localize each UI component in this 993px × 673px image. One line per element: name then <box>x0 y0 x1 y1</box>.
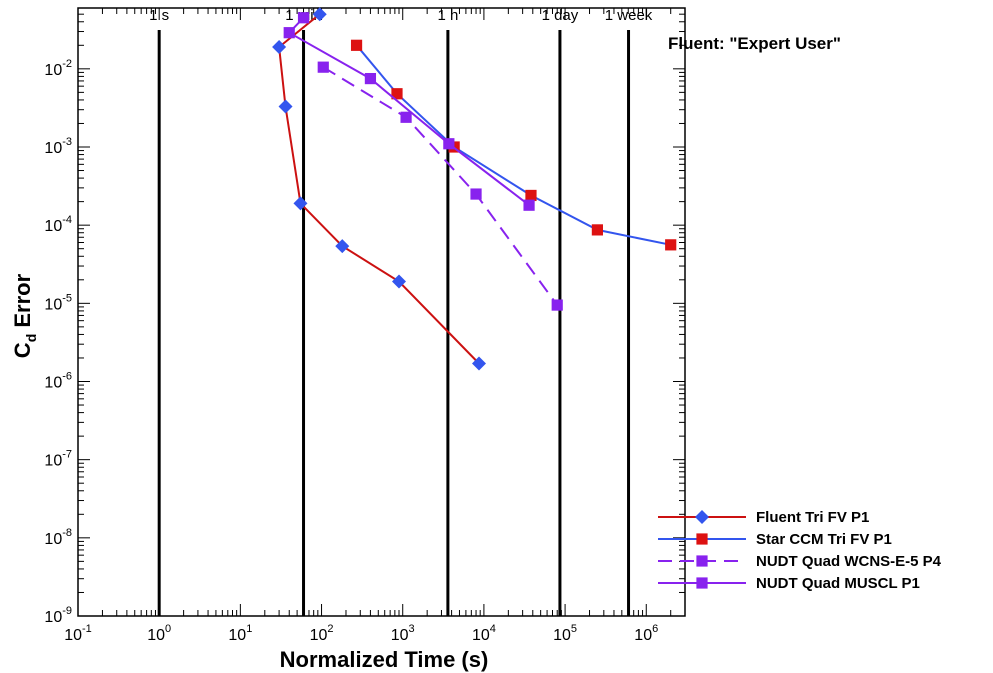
y-axis-label: Cd Error <box>10 273 39 358</box>
x-tick-label: 104 <box>472 623 496 644</box>
x-tick-label: 105 <box>553 623 577 644</box>
y-tick-label: 10-3 <box>44 136 72 157</box>
y-tick-label: 10-5 <box>44 292 72 313</box>
legend-label: Star CCM Tri FV P1 <box>756 531 892 548</box>
series-line <box>355 44 671 246</box>
series-line <box>322 66 559 306</box>
data-series <box>272 7 677 371</box>
plot-frame <box>77 7 686 617</box>
square-marker <box>350 39 363 51</box>
diamond-marker <box>471 356 486 371</box>
square-marker <box>696 555 708 567</box>
reference-line-label: 1 h <box>437 7 458 24</box>
x-tick-label: 103 <box>391 623 415 644</box>
diamond-marker <box>312 7 327 22</box>
chart-annotation: Fluent: "Expert User" <box>668 34 841 53</box>
reference-line-label: 1 week <box>605 7 653 24</box>
diamond-marker <box>293 196 308 211</box>
square-marker <box>523 199 535 211</box>
square-marker <box>591 224 603 236</box>
x-tick-label: 102 <box>310 623 334 644</box>
y-tick-label: 10-8 <box>44 527 72 548</box>
chart-text: Fluent: "Expert User" Normalized Time (s… <box>10 34 841 672</box>
square-marker <box>283 27 295 39</box>
square-marker <box>400 111 412 123</box>
square-marker <box>665 239 677 251</box>
square-marker <box>297 12 310 24</box>
x-axis-label: Normalized Time (s) <box>280 647 489 672</box>
x-tick-label: 106 <box>634 623 658 644</box>
series-4 <box>283 12 535 211</box>
x-tick-label: 10-1 <box>64 623 92 644</box>
square-marker <box>317 61 329 73</box>
diamond-marker <box>695 510 709 524</box>
y-tick-label: 10-4 <box>44 214 72 235</box>
square-marker <box>696 533 708 545</box>
legend-label: Fluent Tri FV P1 <box>756 509 869 526</box>
square-marker <box>443 138 455 150</box>
y-tick-label: 10-2 <box>44 58 72 79</box>
square-marker <box>696 577 708 589</box>
y-tick-label: 10-9 <box>44 605 72 626</box>
x-tick-label: 101 <box>228 623 252 644</box>
diamond-marker <box>272 40 287 55</box>
legend-label: NUDT Quad MUSCL P1 <box>756 575 920 592</box>
diamond-marker <box>392 274 407 289</box>
reference-line-label: 1 day <box>542 7 579 24</box>
reference-line-label: 1 s <box>149 7 169 24</box>
diamond-marker <box>335 239 350 254</box>
y-tick-label: 10-6 <box>44 370 72 391</box>
plot-border <box>77 7 686 617</box>
legend: Fluent Tri FV P1 Star CCM Tri FV P1 NUDT Q… <box>658 509 942 592</box>
square-marker <box>364 72 377 85</box>
square-marker <box>470 188 482 200</box>
y-tick-label: 10-7 <box>44 449 72 470</box>
x-tick-label: 100 <box>147 623 171 644</box>
square-marker <box>551 299 563 311</box>
diamond-marker <box>278 99 293 114</box>
square-marker <box>391 88 403 100</box>
legend-label: NUDT Quad WCNS-E-5 P4 <box>756 553 942 570</box>
square-marker <box>525 189 537 202</box>
axis-ticks: 10-1 100 101 102 103 104 105 106 10-9 10-8 10-7 10-… <box>44 7 686 644</box>
series-3 <box>317 61 563 311</box>
series-line <box>287 17 530 206</box>
series-1 <box>272 7 486 371</box>
